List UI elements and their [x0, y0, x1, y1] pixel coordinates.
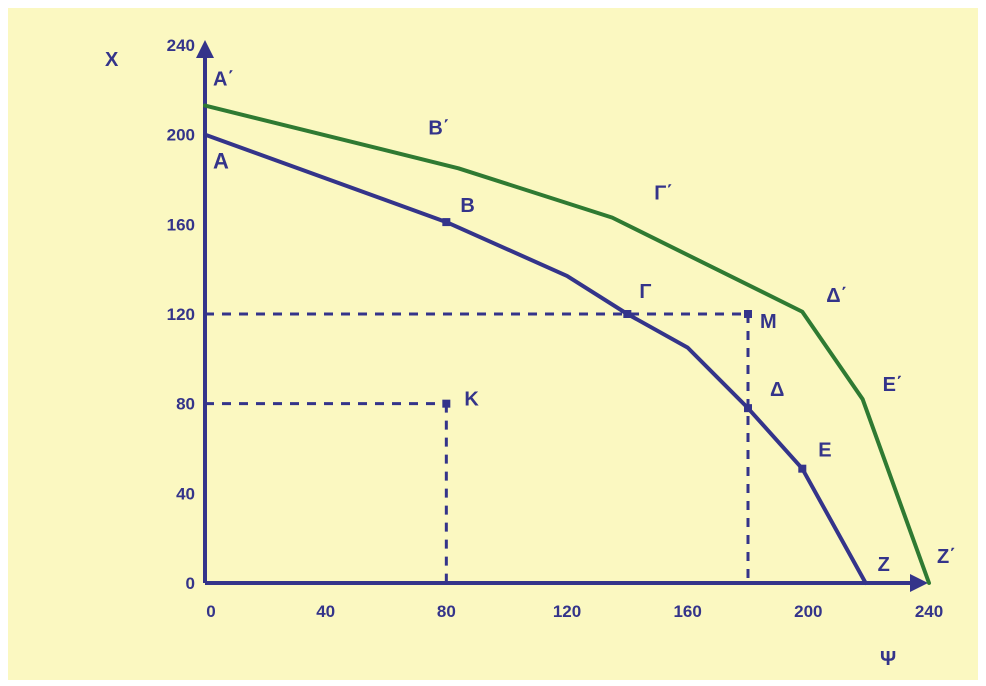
point-label: Α [213, 149, 229, 174]
y-tick-label: 0 [186, 574, 195, 593]
y-tick-label: 240 [167, 36, 195, 55]
x-tick-label: 40 [316, 602, 335, 621]
x-axis-arrow [910, 574, 928, 592]
x-tick-labels: 0 40 80 120 160 200 240 [206, 602, 943, 621]
y-tick-label: 160 [167, 215, 195, 234]
point-label: Γ [639, 281, 651, 303]
point-marker [442, 399, 451, 408]
x-tick-label: 120 [553, 602, 581, 621]
series-lines [203, 103, 931, 585]
x-tick-label: 200 [794, 602, 822, 621]
point-label: Β [460, 195, 474, 217]
x-tick-label: 240 [915, 602, 943, 621]
point-label: Ε΄ [883, 374, 903, 396]
series-line-0 [203, 132, 868, 585]
x-tick-label: 80 [437, 602, 456, 621]
point-marker [744, 310, 752, 318]
y-tick-label: 200 [167, 126, 195, 145]
x-tick-label: 160 [673, 602, 701, 621]
point-marker [623, 310, 632, 318]
point-marker [442, 218, 451, 227]
point-label: Δ΄ [826, 285, 847, 307]
point-markers [442, 218, 807, 473]
y-axis-arrow [196, 40, 214, 58]
point-label: Ε [818, 440, 831, 462]
chart-background [8, 8, 978, 680]
point-label: Γ΄ [654, 183, 673, 205]
point-label: Α΄ [213, 69, 234, 91]
y-tick-label: 40 [176, 484, 195, 503]
point-label: Ζ΄ [937, 546, 956, 568]
y-tick-label: 80 [176, 395, 195, 414]
point-label: Β΄ [428, 117, 449, 139]
y-tick-label: 120 [167, 305, 195, 324]
axes [196, 40, 928, 592]
y-axis-label: X [105, 49, 119, 71]
point-label: Κ [464, 389, 479, 411]
series-line-1 [203, 103, 931, 585]
point-label: Ζ [878, 554, 890, 576]
x-tick-label: 0 [206, 602, 215, 621]
point-marker [744, 404, 752, 413]
point-labels: Α Β Γ Δ Ε Ζ Α΄ Β΄ Γ΄ Δ΄ Ε΄ Ζ΄ Μ Κ [213, 69, 956, 576]
point-label: Δ [770, 379, 784, 401]
point-marker [798, 464, 807, 473]
point-label: Μ [760, 311, 777, 333]
x-axis-label: Ψ [880, 648, 896, 670]
y-tick-labels: 0 40 80 120 160 200 240 [167, 36, 195, 593]
dashed-guides [205, 312, 750, 583]
